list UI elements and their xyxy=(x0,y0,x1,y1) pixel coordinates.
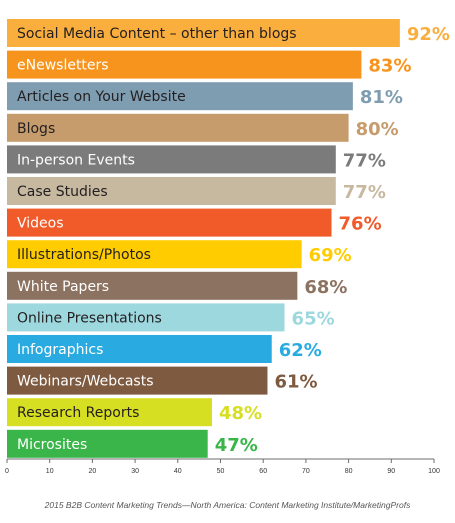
bar xyxy=(7,335,272,363)
bar xyxy=(7,208,332,237)
bar-category-label: Blogs xyxy=(17,121,55,137)
bar xyxy=(7,113,349,142)
bar-value-label: 77% xyxy=(343,182,386,203)
x-axis-tick-label: 20 xyxy=(89,468,97,475)
x-axis-tick-label: 70 xyxy=(302,468,310,475)
x-axis-tick-label: 100 xyxy=(428,468,440,475)
bar-category-label: Videos xyxy=(17,216,64,232)
bar-category-label: Case Studies xyxy=(17,184,108,200)
x-axis-tick-label: 90 xyxy=(387,468,395,475)
bar-category-label: Webinars/Webcasts xyxy=(17,374,154,390)
bar-value-label: 77% xyxy=(343,150,386,171)
bar-value-label: 80% xyxy=(356,119,399,140)
bar-category-label: Microsites xyxy=(17,437,87,453)
x-axis-tick-label: 50 xyxy=(217,468,225,475)
bar-category-label: In-person Events xyxy=(17,152,135,168)
bar-category-label: eNewsletters xyxy=(17,58,109,74)
bar-category-label: Online Presentations xyxy=(17,310,162,326)
bar-value-label: 65% xyxy=(292,308,335,329)
x-axis-tick-label: 40 xyxy=(174,468,182,475)
bar-value-label: 76% xyxy=(339,214,382,235)
chart-source-note: 2015 B2B Content Marketing Trends—North … xyxy=(44,500,411,510)
bar xyxy=(7,271,298,300)
bar-category-label: Articles on Your Website xyxy=(17,89,186,105)
x-axis-tick-label: 0 xyxy=(5,468,9,475)
x-axis-tick-label: 30 xyxy=(131,468,139,475)
bar xyxy=(7,398,212,427)
bar xyxy=(7,50,362,79)
bar-category-label: Infographics xyxy=(17,342,103,358)
bar xyxy=(7,429,208,458)
bars-group: Social Media Content – other than blogs 9… xyxy=(7,19,450,458)
bar-category-label: Illustrations/Photos xyxy=(17,247,151,263)
bar-value-label: 62% xyxy=(279,340,322,361)
bar-value-label: 47% xyxy=(215,435,258,456)
bar-value-label: 81% xyxy=(360,87,403,108)
x-axis-tick-label: 80 xyxy=(345,468,353,475)
bar-category-label: Research Reports xyxy=(17,405,139,421)
x-axis-tick-label: 10 xyxy=(46,468,54,475)
bar-category-label: White Papers xyxy=(17,279,109,295)
bar xyxy=(7,82,353,111)
x-axis: 0 10 20 30 40 50 60 70 80 90 100 xyxy=(5,458,440,475)
bar-value-label: 69% xyxy=(309,245,352,266)
bar xyxy=(7,19,400,47)
bar-value-label: 61% xyxy=(274,372,317,393)
bar-value-label: 68% xyxy=(304,277,347,298)
bar-value-label: 92% xyxy=(407,24,450,45)
x-axis-tick-label: 60 xyxy=(259,468,267,475)
bar xyxy=(7,177,336,205)
bar-value-label: 48% xyxy=(219,403,262,424)
bar xyxy=(7,240,302,269)
bar xyxy=(7,366,268,395)
bar-category-label: Social Media Content – other than blogs xyxy=(17,26,297,42)
bar-value-label: 83% xyxy=(368,56,411,77)
bar xyxy=(7,303,285,332)
bar xyxy=(7,145,336,174)
